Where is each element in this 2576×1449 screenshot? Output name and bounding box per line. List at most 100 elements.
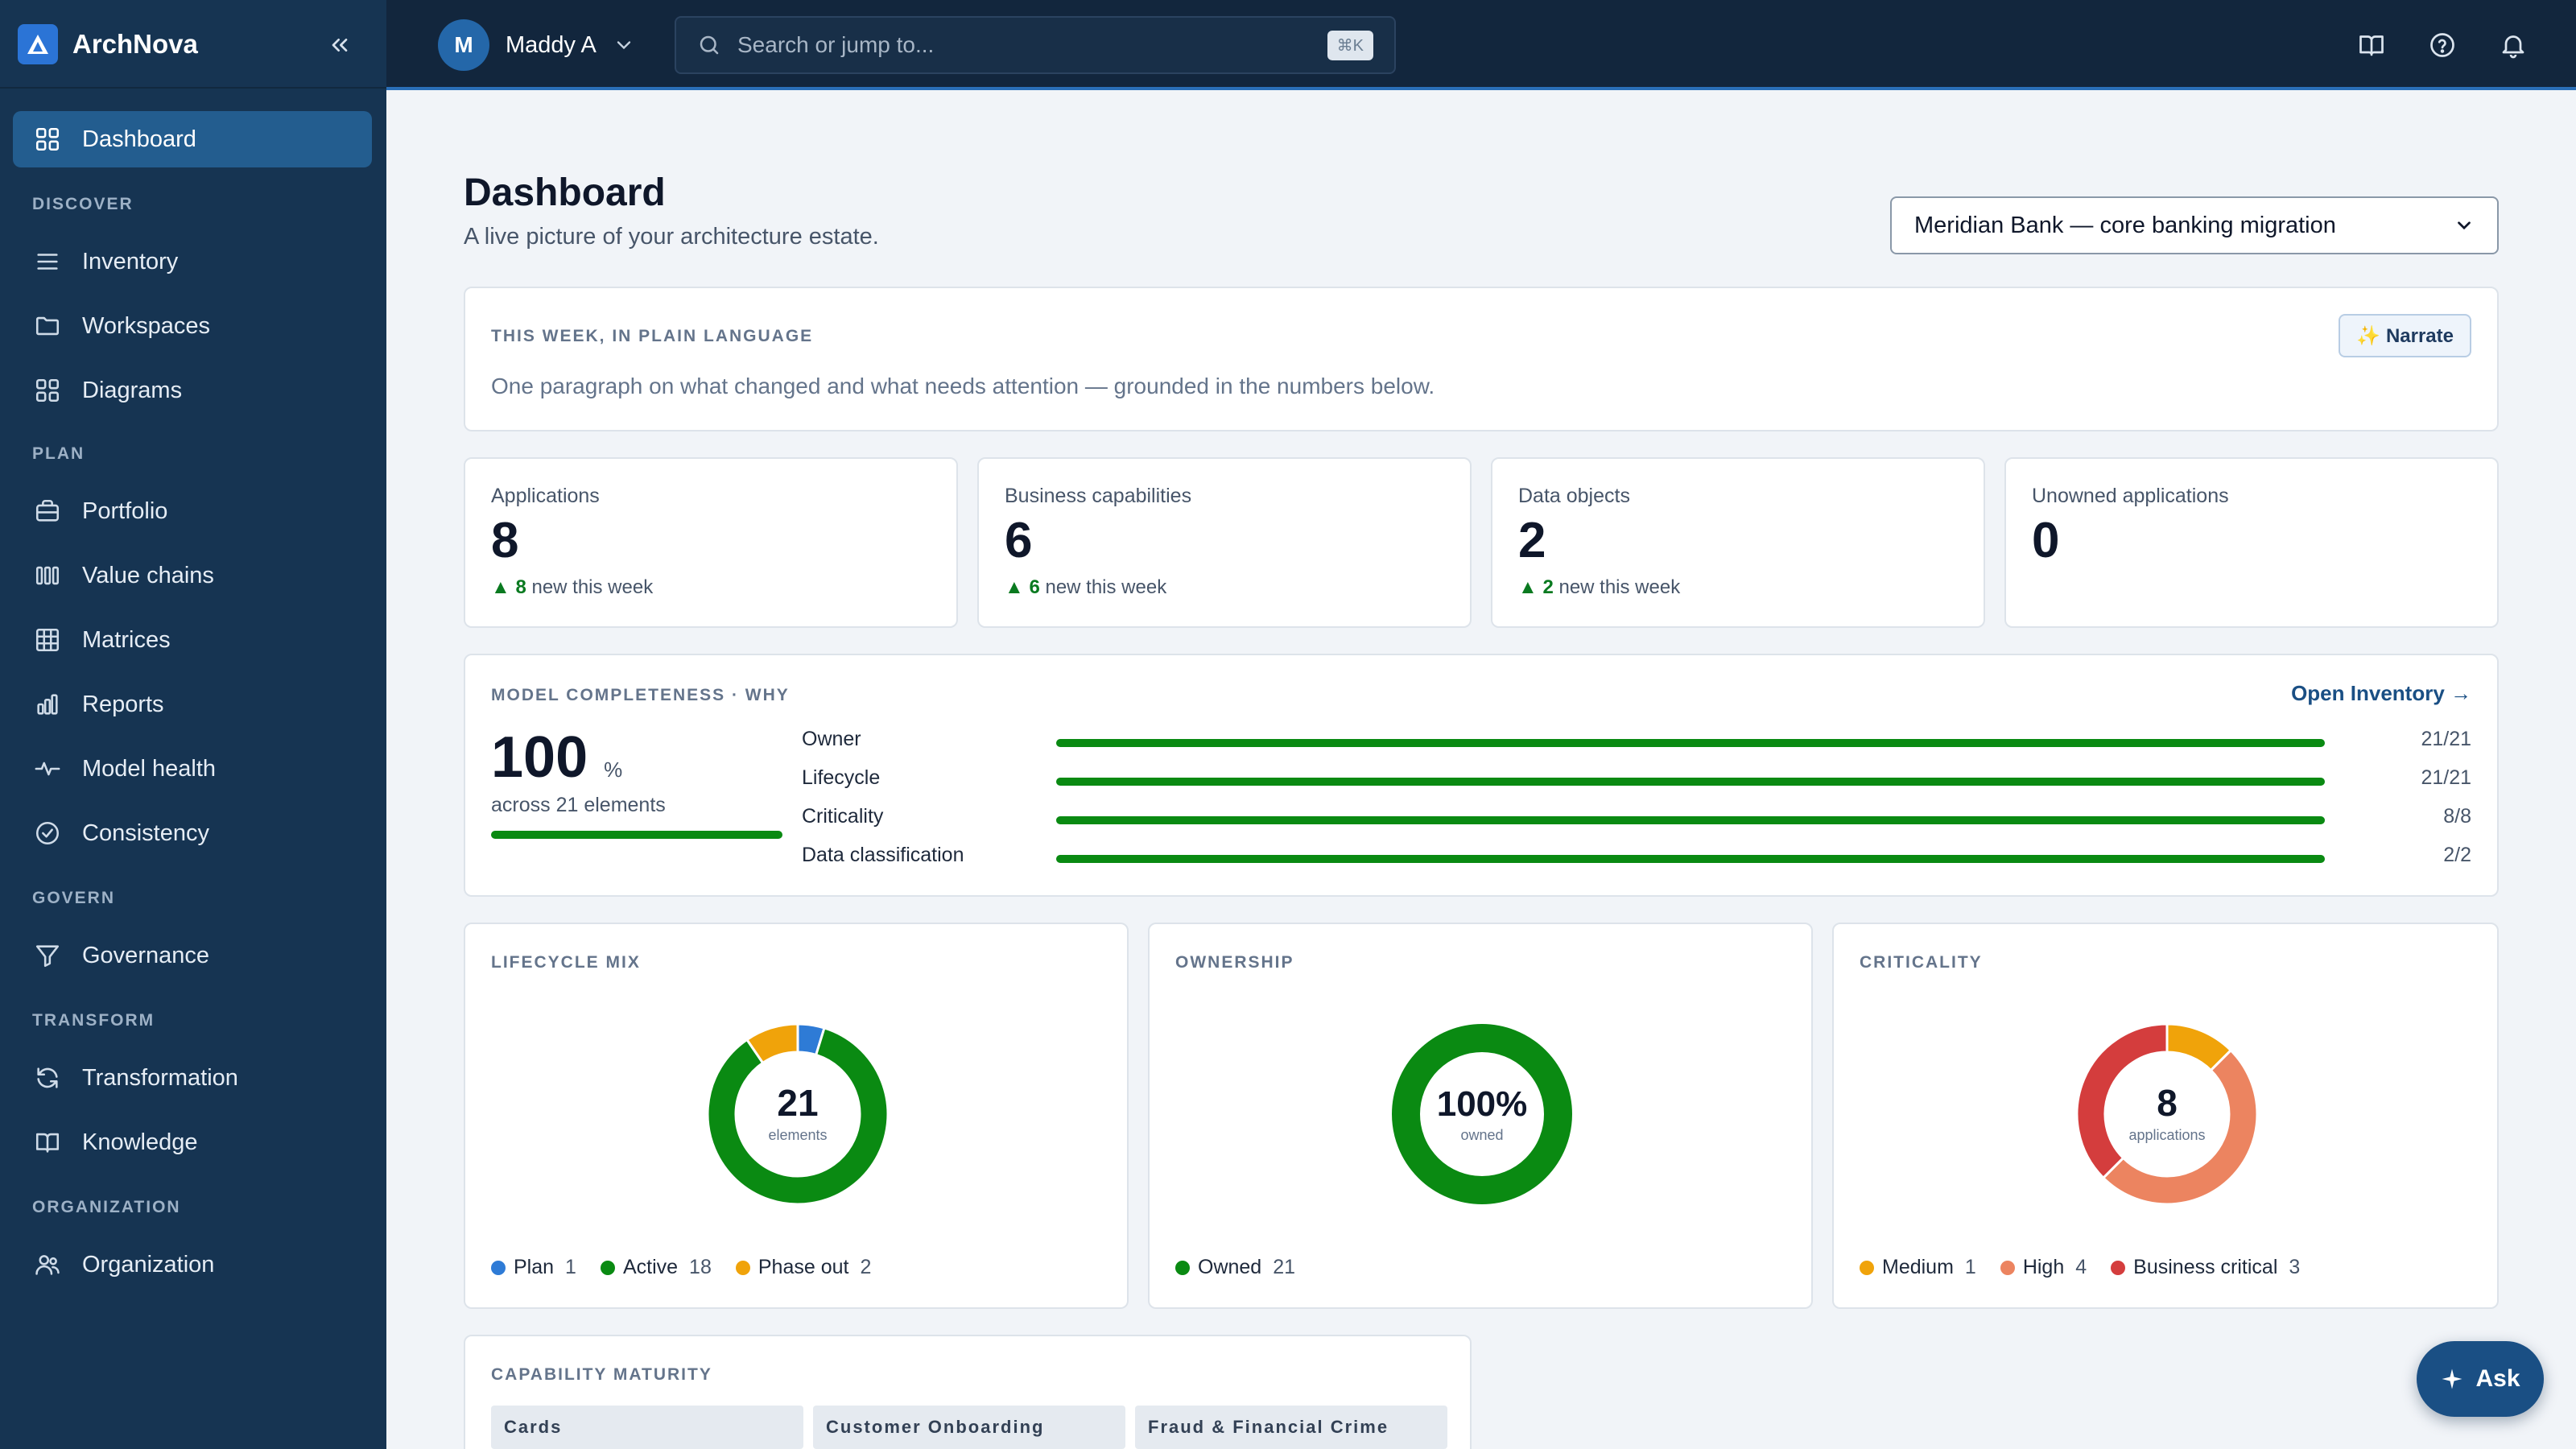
ownership-eyebrow: OWNERSHIP (1175, 953, 1294, 972)
sidebar-item-organization[interactable]: Organization (13, 1236, 372, 1293)
stat-label: Business capabilities (1005, 485, 1192, 507)
completeness-row-count: 2/2 (2443, 844, 2471, 866)
sidebar-item-value-chains[interactable]: Value chains (13, 547, 372, 604)
legend-item-plan[interactable]: Plan 1 (491, 1256, 576, 1279)
model-completeness-card: MODEL COMPLETENESS · WHY Open Inventory … (464, 654, 2499, 897)
collapse-sidebar-button[interactable] (320, 26, 359, 64)
stat-card-data-objects[interactable]: Data objects 2 ▲ 2 new this week (1491, 457, 1985, 628)
logo-icon (18, 24, 58, 64)
stat-card-applications[interactable]: Applications 8 ▲ 8 new this week (464, 457, 958, 628)
search-shortcut: ⌘K (1327, 30, 1373, 60)
legend-item-owned[interactable]: Owned 21 (1175, 1256, 1295, 1279)
completeness-row-count: 21/21 (2421, 728, 2471, 750)
donut-center-value: 8 (2157, 1082, 2178, 1124)
sidebar-item-governance[interactable]: Governance (13, 927, 372, 984)
stat-card-business-capabilities[interactable]: Business capabilities 6 ▲ 6 new this wee… (977, 457, 1472, 628)
sidebar-item-model-health[interactable]: Model health (13, 741, 372, 797)
grid-icon (35, 378, 60, 402)
capability-chip[interactable]: Cards (491, 1406, 803, 1449)
docs-button[interactable] (2351, 24, 2392, 66)
legend-item-phase-out[interactable]: Phase out 2 (735, 1256, 871, 1279)
sidebar-item-matrices[interactable]: Matrices (13, 612, 372, 668)
bell-icon (2502, 35, 2524, 59)
completeness-eyebrow: MODEL COMPLETENESS · WHY (491, 686, 790, 704)
avatar: M (438, 19, 489, 71)
stat-value: 0 (2032, 513, 2060, 568)
donut-slice-phase-out[interactable] (745, 1022, 799, 1065)
stat-delta: ▲ 6 new this week (1005, 576, 1167, 598)
completeness-row-label: Lifecycle (802, 766, 881, 789)
completeness-row-bar (1056, 739, 2325, 747)
sidebar-item-knowledge[interactable]: Knowledge (13, 1114, 372, 1170)
pulse-icon (35, 762, 60, 776)
user-menu[interactable]: M Maddy A (438, 19, 635, 71)
donut-slice-active[interactable] (706, 1026, 890, 1206)
completeness-row-bar (1056, 778, 2325, 786)
book-icon (35, 1133, 60, 1153)
sidebar-item-portfolio[interactable]: Portfolio (13, 483, 372, 539)
narrate-button[interactable]: ✨ Narrate (2339, 314, 2471, 357)
chevron-down-icon (2458, 221, 2471, 230)
ask-button[interactable]: Ask (2417, 1341, 2544, 1417)
sidebar: ArchNova Dashboard DISCOVER Inventory Wo… (0, 0, 386, 1449)
trend-up-icon: ▲ (491, 576, 510, 598)
page-subtitle: A live picture of your architecture esta… (464, 224, 879, 250)
section-plan: PLAN (32, 444, 85, 463)
sidebar-item-inventory[interactable]: Inventory (13, 233, 372, 290)
criticality-eyebrow: CRITICALITY (1860, 953, 1983, 972)
capability-maturity-card: CAPABILITY MATURITY Cards Customer Onboa… (464, 1335, 1472, 1449)
stat-label: Data objects (1518, 485, 1630, 507)
sidebar-item-reports[interactable]: Reports (13, 676, 372, 733)
search-input[interactable]: Search or jump to... ⌘K (675, 16, 1396, 74)
summary-eyebrow: THIS WEEK, IN PLAIN LANGUAGE (491, 327, 814, 345)
weekly-summary-card: THIS WEEK, IN PLAIN LANGUAGE One paragra… (464, 287, 2499, 431)
ownership-donut: 100% owned (1392, 1024, 1572, 1204)
book-open-icon (2359, 35, 2384, 56)
folder-icon (35, 316, 60, 336)
donut-slice-high[interactable] (2101, 1048, 2259, 1206)
help-circle-icon (2430, 33, 2454, 57)
help-button[interactable] (2421, 24, 2463, 66)
legend-item-high[interactable]: High 4 (2000, 1256, 2087, 1279)
donut-center-value: 21 (777, 1082, 818, 1124)
list-icon (37, 254, 58, 270)
sidebar-item-dashboard[interactable]: Dashboard (13, 111, 372, 167)
open-inventory-link[interactable]: Open Inventory → (2291, 681, 2471, 705)
legend-item-active[interactable]: Active 18 (600, 1256, 712, 1279)
workspace-select[interactable]: Meridian Bank — core banking migration (1890, 196, 2499, 254)
donut-slice-business-critical[interactable] (2075, 1022, 2169, 1180)
capability-chip[interactable]: Fraud & Financial Crime (1135, 1406, 1447, 1449)
criticality-donut: 8 applications (2075, 1022, 2259, 1206)
ownership-card: OWNERSHIP 100% owned Owned 21 (1148, 923, 1813, 1309)
lifecycle-mix-card: LIFECYCLE MIX 21 elements Plan 1 Active 18… (464, 923, 1129, 1309)
capability-chip[interactable]: Customer Onboarding (813, 1406, 1125, 1449)
stat-value: 2 (1518, 513, 1546, 568)
lifecycle-eyebrow: LIFECYCLE MIX (491, 953, 641, 972)
legend-item-business-critical[interactable]: Business critical 3 (2111, 1256, 2300, 1279)
trend-up-icon: ▲ (1518, 576, 1538, 598)
page-title: Dashboard (464, 171, 666, 214)
donut-slice-owned[interactable] (1392, 1024, 1572, 1204)
ownership-legend: Owned 21 (1175, 1256, 1295, 1279)
filter-icon (35, 945, 60, 968)
app-name: ArchNova (72, 29, 198, 59)
stat-card-unowned-applications[interactable]: Unowned applications 0 (2004, 457, 2499, 628)
check-circle-icon (35, 821, 60, 845)
sidebar-item-diagrams[interactable]: Diagrams (13, 362, 372, 419)
sidebar-item-workspaces[interactable]: Workspaces (13, 298, 372, 354)
notifications-button[interactable] (2492, 24, 2534, 66)
legend-item-medium[interactable]: Medium 1 (1860, 1256, 1976, 1279)
briefcase-icon (35, 499, 60, 522)
criticality-legend: Medium 1 High 4 Business critical 3 (1860, 1256, 2300, 1279)
stat-value: 6 (1005, 513, 1033, 568)
completeness-row-count: 21/21 (2421, 766, 2471, 789)
completeness-row-label: Owner (802, 728, 861, 750)
sidebar-item-transformation[interactable]: Transformation (13, 1050, 372, 1106)
users-icon (35, 1255, 60, 1275)
criticality-card: CRITICALITY 8 applications Medium 1 High 4… (1832, 923, 2499, 1309)
sidebar-item-consistency[interactable]: Consistency (13, 805, 372, 861)
brand[interactable]: ArchNova (18, 24, 198, 64)
completeness-overall-bar-fill (491, 831, 782, 839)
section-transform: TRANSFORM (32, 1011, 155, 1030)
completeness-value: 100% (491, 725, 623, 790)
